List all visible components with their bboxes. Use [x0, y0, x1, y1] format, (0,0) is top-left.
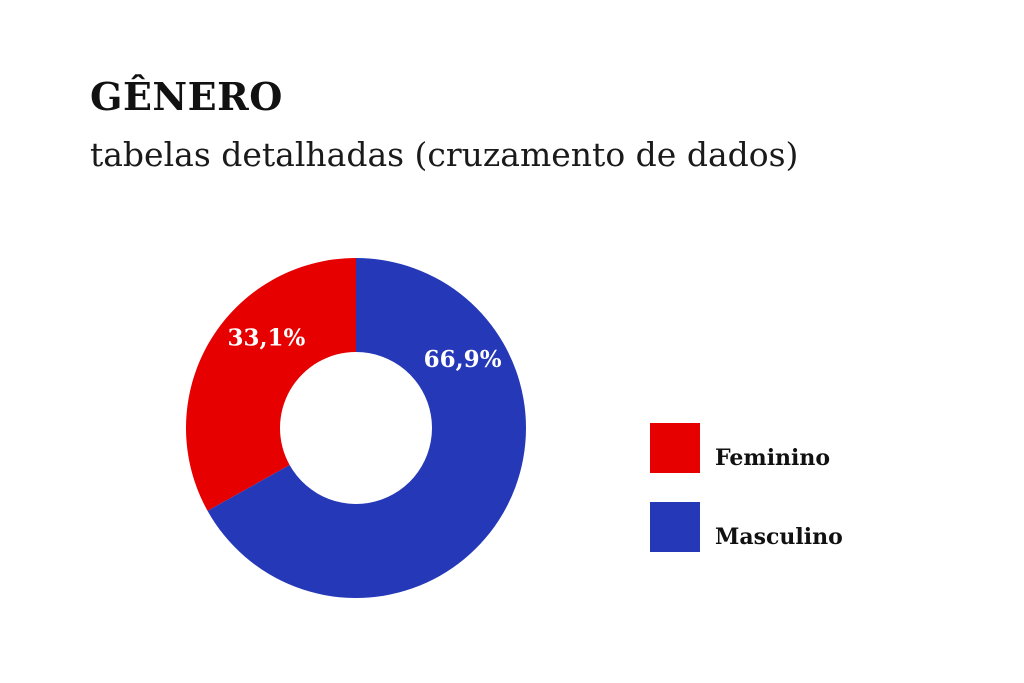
- legend-swatch-feminino: [650, 423, 700, 473]
- slice-feminino: [186, 258, 356, 511]
- legend-item-feminino: Feminino: [650, 423, 910, 473]
- legend-label-masculino: Masculino: [715, 524, 843, 550]
- legend-swatch-masculino: [650, 502, 700, 552]
- legend-label-feminino: Feminino: [715, 445, 831, 471]
- slice-label-masculino: 66,9%: [424, 346, 502, 373]
- legend-item-masculino: Masculino: [650, 502, 910, 552]
- chart-title: GÊNERO: [90, 74, 283, 119]
- chart-subtitle: tabelas detalhadas (cruzamento de dados): [90, 135, 799, 174]
- slice-masculino: [207, 258, 527, 598]
- slice-label-feminino: 33,1%: [228, 324, 306, 351]
